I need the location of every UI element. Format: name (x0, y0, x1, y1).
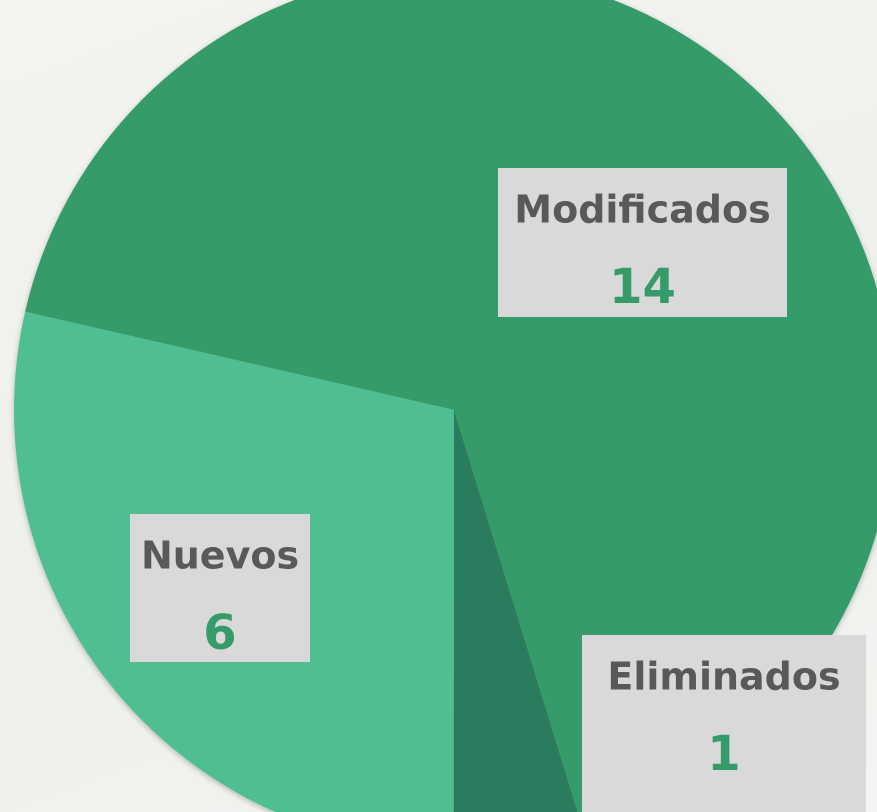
value-label: 1 (707, 726, 740, 782)
label-box (498, 168, 787, 317)
category-label: Nuevos (141, 534, 299, 578)
category-label: Modificados (514, 188, 770, 232)
label-box (130, 514, 310, 662)
label-box (582, 635, 866, 812)
value-label: 6 (203, 605, 236, 661)
category-label: Eliminados (607, 655, 840, 699)
pie-slice (453, 410, 578, 812)
value-label: 14 (609, 259, 676, 315)
labels: Modificados 14 Nuevos 6 Eliminados 1 (130, 168, 866, 812)
